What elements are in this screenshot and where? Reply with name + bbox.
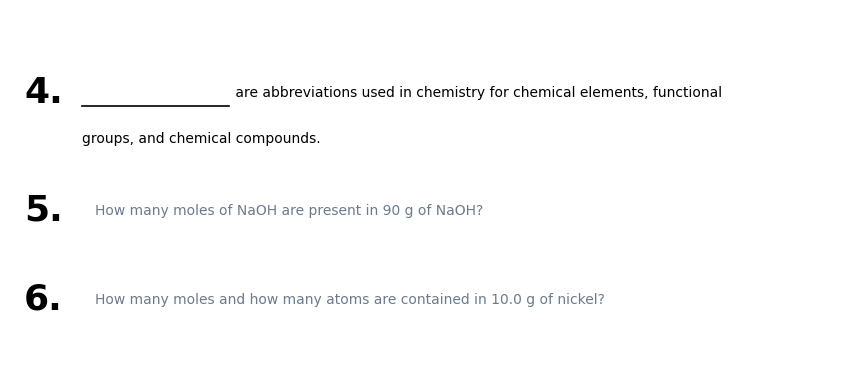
Text: 4.: 4. bbox=[24, 76, 63, 110]
Text: groups, and chemical compounds.: groups, and chemical compounds. bbox=[82, 132, 321, 146]
Text: 6.: 6. bbox=[24, 283, 63, 317]
Text: 5.: 5. bbox=[24, 194, 63, 228]
Text: How many moles and how many atoms are contained in 10.0 g of nickel?: How many moles and how many atoms are co… bbox=[95, 293, 605, 307]
Text: How many moles of NaOH are present in 90 g of NaOH?: How many moles of NaOH are present in 90… bbox=[95, 204, 484, 218]
Text: are abbreviations used in chemistry for chemical elements, functional: are abbreviations used in chemistry for … bbox=[231, 86, 722, 100]
